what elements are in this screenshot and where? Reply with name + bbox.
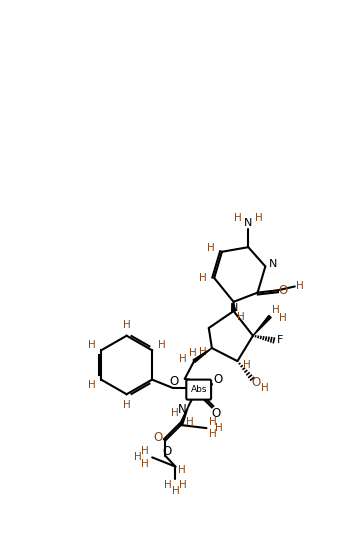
Text: H: H <box>255 213 263 223</box>
Text: O: O <box>278 284 288 297</box>
Text: H: H <box>164 480 172 490</box>
Text: N: N <box>244 218 252 227</box>
Text: O: O <box>162 445 172 458</box>
Text: O: O <box>214 373 223 386</box>
Text: H: H <box>199 347 206 357</box>
Text: O: O <box>252 376 261 389</box>
Text: N: N <box>269 259 277 269</box>
Text: Abs: Abs <box>190 385 207 394</box>
Text: N: N <box>178 403 187 416</box>
Text: H: H <box>88 380 96 390</box>
Text: H: H <box>199 273 207 283</box>
Text: H: H <box>189 348 196 358</box>
Polygon shape <box>193 348 212 362</box>
Text: H: H <box>243 360 251 370</box>
Text: H: H <box>172 486 179 496</box>
Text: H: H <box>179 480 187 490</box>
Text: H: H <box>278 313 286 323</box>
Text: H: H <box>88 340 96 350</box>
Text: O: O <box>169 376 178 389</box>
Text: H: H <box>209 429 216 439</box>
Text: H: H <box>123 400 130 410</box>
Text: H: H <box>215 423 223 433</box>
Text: O: O <box>153 431 162 444</box>
Text: H: H <box>134 452 142 462</box>
Text: H: H <box>261 383 269 393</box>
Text: O: O <box>211 407 220 420</box>
Text: H: H <box>178 465 185 475</box>
Text: H: H <box>233 213 241 223</box>
Text: H: H <box>157 340 165 350</box>
Text: H: H <box>179 354 187 364</box>
Text: F: F <box>277 335 283 345</box>
Text: H: H <box>207 243 215 253</box>
Text: H: H <box>171 409 178 418</box>
Polygon shape <box>180 406 189 426</box>
Polygon shape <box>232 302 236 311</box>
Polygon shape <box>253 315 271 336</box>
Text: H: H <box>140 459 148 468</box>
Text: H: H <box>237 312 245 322</box>
Text: H: H <box>272 305 280 315</box>
Text: H: H <box>186 417 194 427</box>
Text: H: H <box>209 417 216 427</box>
Text: H: H <box>296 281 303 292</box>
Text: N: N <box>230 303 238 313</box>
FancyBboxPatch shape <box>186 379 211 399</box>
Text: H: H <box>123 320 130 330</box>
Text: H: H <box>140 446 148 456</box>
